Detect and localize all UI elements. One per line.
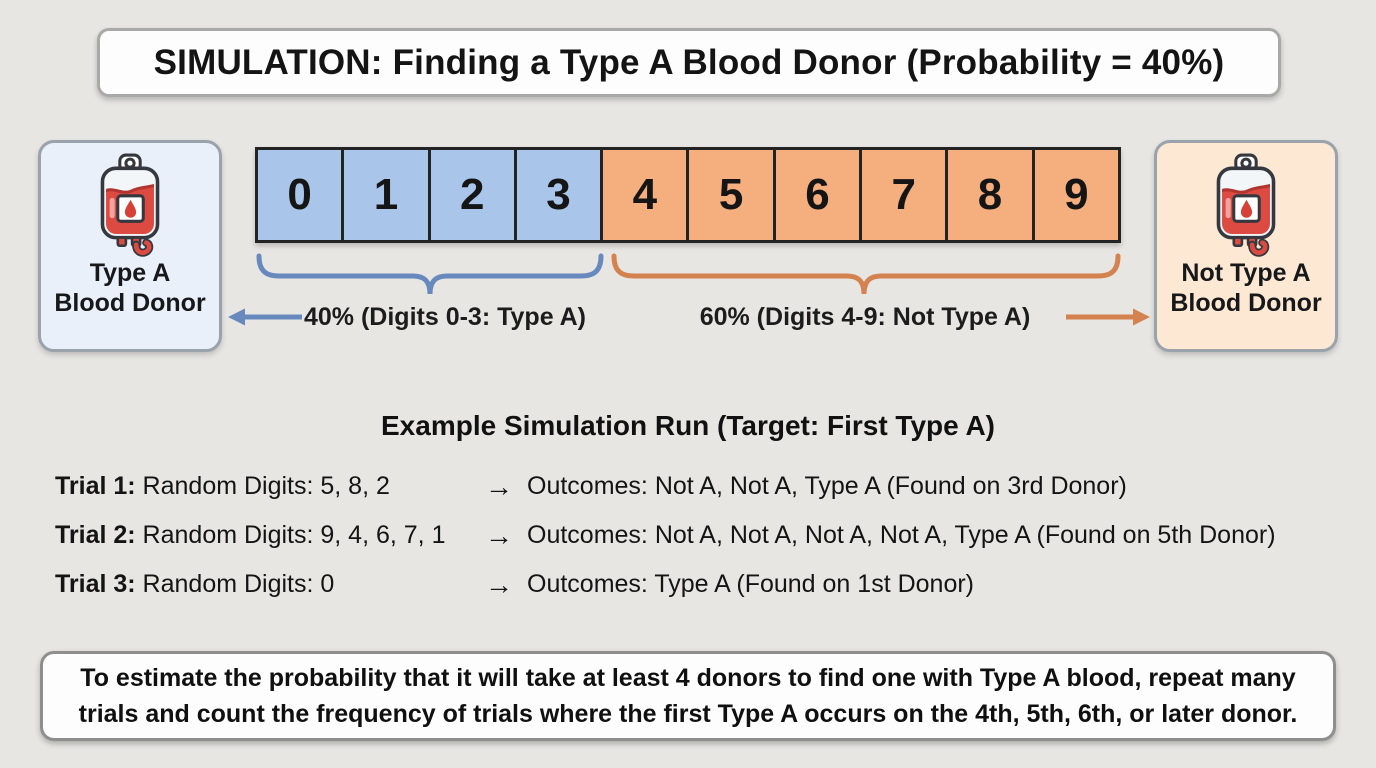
- type-a-pointer-arrow-icon: [228, 308, 302, 326]
- explanation-line-1: To estimate the probability that it will…: [80, 663, 1296, 692]
- digit-cell-1: 1: [344, 150, 431, 240]
- digit-cell-3: 3: [516, 150, 604, 240]
- type-a-donor-label: Type A Blood Donor: [54, 259, 206, 317]
- explanation-box: To estimate the probability that it will…: [40, 651, 1336, 741]
- trials-list: Trial 1: Random Digits: 5, 8, 2 → Outcom…: [55, 462, 1355, 609]
- random-digit-strip: 0 1 2 3 4 5 6 7 8 9: [255, 147, 1121, 243]
- digit-cell-9: 9: [1034, 150, 1118, 240]
- type-a-group-label: 40% (Digits 0-3: Type A): [304, 302, 586, 331]
- page-title: SIMULATION: Finding a Type A Blood Donor…: [153, 42, 1225, 82]
- not-type-a-donor-label: Not Type A Blood Donor: [1170, 259, 1322, 317]
- arrow-right-icon: →: [485, 568, 513, 600]
- not-type-a-group-label: 60% (Digits 4-9: Not Type A): [699, 302, 1031, 331]
- trial-2-outcome: Outcomes: Not A, Not A, Not A, Not A, Ty…: [527, 521, 1276, 549]
- digit-cell-6: 6: [775, 150, 863, 240]
- digit-cell-8: 8: [948, 150, 1035, 240]
- trial-1-outcome: Outcomes: Not A, Not A, Type A (Found on…: [527, 472, 1127, 500]
- trial-3-digits: Random Digits: 0: [142, 570, 335, 598]
- trial-row-3: Trial 3: Random Digits: 0 → Outcomes: Ty…: [55, 560, 1355, 609]
- example-heading: Example Simulation Run (Target: First Ty…: [381, 410, 995, 441]
- digit-cell-7: 7: [862, 150, 949, 240]
- not-type-a-donor-card: Not Type A Blood Donor: [1154, 140, 1338, 352]
- digit-cell-0: 0: [258, 150, 345, 240]
- trial-row-2: Trial 2: Random Digits: 9, 4, 6, 7, 1 → …: [55, 511, 1355, 560]
- digit-cell-4: 4: [603, 150, 690, 240]
- trial-3-label: Trial 3:: [55, 570, 136, 598]
- trial-3-outcome: Outcomes: Type A (Found on 1st Donor): [527, 570, 974, 598]
- trial-2-label: Trial 2:: [55, 521, 136, 549]
- arrow-right-icon: →: [485, 470, 513, 502]
- title-banner: SIMULATION: Finding a Type A Blood Donor…: [97, 28, 1281, 97]
- type-a-brace: [256, 253, 604, 295]
- digit-cell-2: 2: [430, 150, 517, 240]
- digit-cell-5: 5: [689, 150, 776, 240]
- explanation-line-2: trials and count the frequency of trials…: [78, 700, 1298, 728]
- not-type-a-brace: [611, 253, 1121, 295]
- type-a-donor-card: Type A Blood Donor: [38, 140, 222, 352]
- trial-1-label: Trial 1:: [55, 472, 136, 500]
- blood-bag-icon: [92, 153, 168, 257]
- trial-row-1: Trial 1: Random Digits: 5, 8, 2 → Outcom…: [55, 462, 1355, 511]
- blood-bag-icon: [1208, 153, 1284, 257]
- not-type-a-pointer-arrow-icon: [1066, 308, 1150, 326]
- trial-1-digits: Random Digits: 5, 8, 2: [142, 472, 390, 500]
- trial-2-digits: Random Digits: 9, 4, 6, 7, 1: [142, 521, 446, 549]
- arrow-right-icon: →: [485, 519, 513, 551]
